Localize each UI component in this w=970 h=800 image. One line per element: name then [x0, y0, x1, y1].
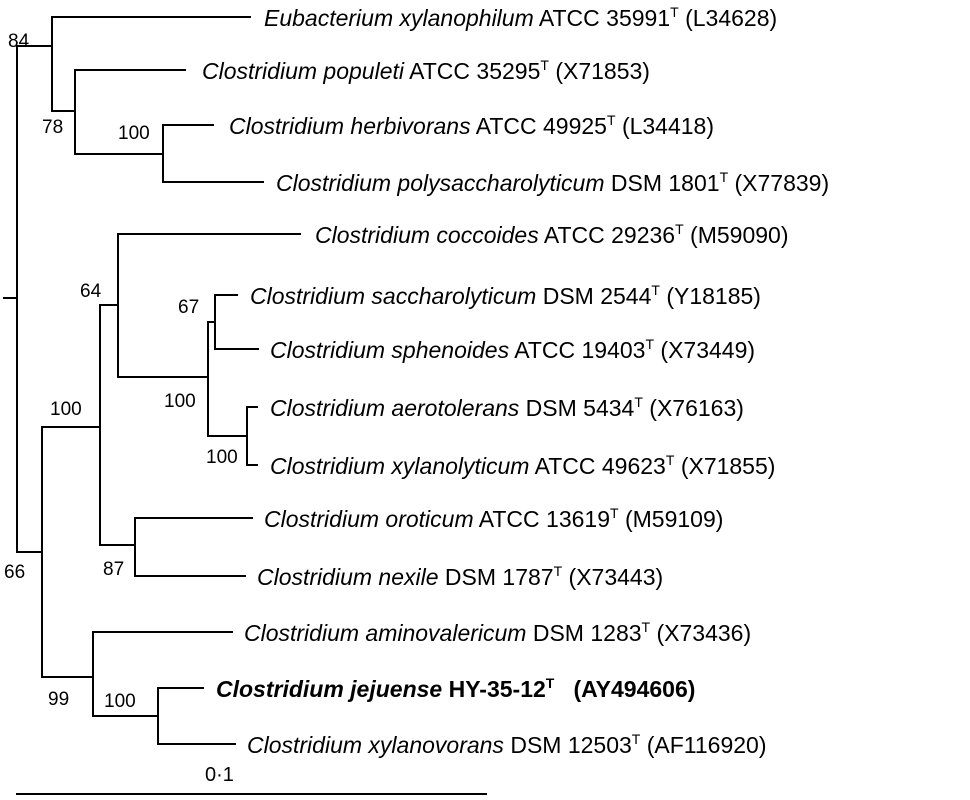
taxon-label: Clostridium herbivorans ATCC 49925T (L34… [229, 112, 715, 139]
bootstrap-value: 100 [104, 691, 136, 712]
bootstrap-value: 100 [206, 447, 238, 468]
taxon-label: Clostridium aminovalericum DSM 1283T (X7… [244, 619, 752, 646]
bootstrap-value: 67 [178, 297, 200, 318]
taxon-label: Clostridium saccharolyticum DSM 2544T (Y… [250, 282, 761, 309]
taxon-label: Clostridium sphenoides ATCC 19403T (X734… [270, 336, 756, 363]
taxon-label: Clostridium polysaccharolyticum DSM 1801… [276, 169, 830, 196]
taxon-label: Eubacterium xylanophilum ATCC 35991T (L3… [264, 4, 778, 31]
taxon-label: Clostridium aerotolerans DSM 5434T (X761… [270, 394, 744, 421]
taxon-label: Clostridium nexile DSM 1787T (X73443) [257, 563, 664, 590]
taxon-label: Clostridium xylanolyticum ATCC 49623T (X… [270, 452, 776, 479]
scale-bar-label: 0·1 [205, 764, 234, 786]
taxon-label: Clostridium populeti ATCC 35295T (X71853… [202, 57, 650, 84]
bootstrap-value: 78 [42, 117, 64, 138]
bootstrap-value: 99 [48, 689, 70, 710]
taxon-label: Clostridium oroticum ATCC 13619T (M59109… [264, 505, 724, 532]
bootstrap-value: 84 [8, 31, 30, 52]
bootstrap-value: 66 [4, 562, 26, 583]
taxon-label: Clostridium coccoides ATCC 29236T (M5909… [315, 221, 789, 248]
bootstrap-value: 87 [103, 559, 125, 580]
bootstrap-value: 100 [118, 123, 150, 144]
taxon-label-highlighted: Clostridium jejuense HY-35-12T (AY494606… [216, 675, 696, 702]
bootstrap-value: 64 [80, 281, 102, 302]
bootstrap-value: 100 [164, 391, 196, 412]
taxon-label: Clostridium xylanovorans DSM 12503T (AF1… [247, 731, 767, 758]
bootstrap-value: 100 [50, 399, 82, 420]
